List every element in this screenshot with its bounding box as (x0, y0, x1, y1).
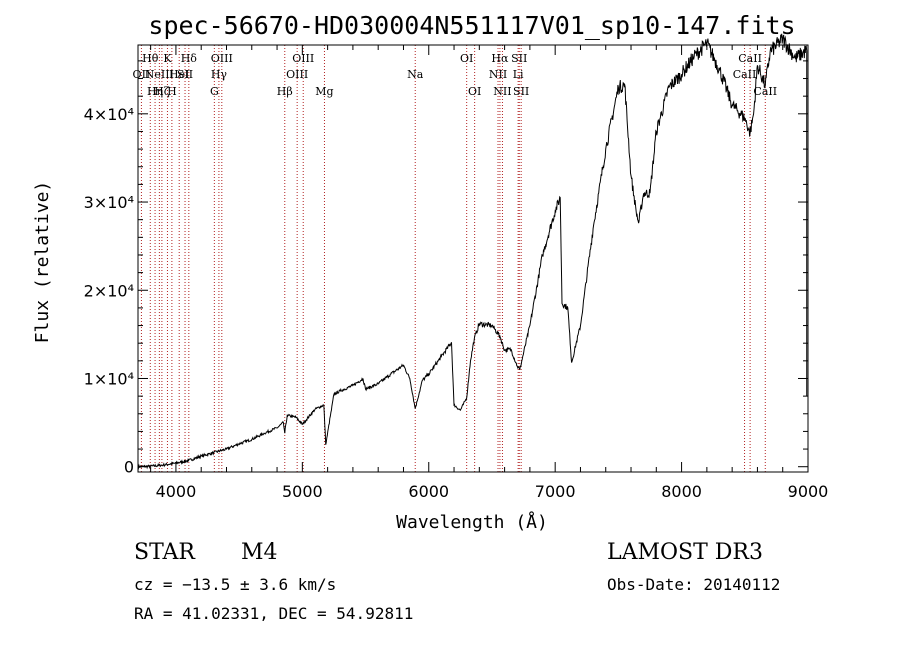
x-tick-label: 8000 (661, 482, 702, 501)
y-tick-label: 3×10⁴ (84, 193, 134, 212)
y-axis-label: Flux (relative) (32, 181, 53, 344)
x-tick-label: 5000 (282, 482, 323, 501)
spectral-line-label: Hη (147, 85, 163, 98)
spectral-line-label: Mg (315, 85, 333, 98)
spectrum-series (137, 33, 808, 470)
spectral-line-label: OII (133, 68, 151, 81)
spectral-line-label: Hθ (142, 52, 159, 65)
x-tick-label: 6000 (408, 482, 449, 501)
spectral-line-label: Hα (491, 52, 509, 65)
spectral-line-label: NeIII (145, 68, 174, 81)
spectral-line-label: OI (460, 52, 473, 65)
spectral-line-label: Hβ (277, 85, 293, 98)
spectral-line-label: Hζ (154, 85, 170, 98)
spectral-line-label: Na (407, 68, 424, 81)
redshift-text: cz = −13.5 ± 3.6 km/s (134, 575, 337, 594)
spectral-line-label: OI (468, 85, 481, 98)
spectral-line-label: OIII (292, 52, 314, 65)
spectral-line-label: OIII (211, 52, 233, 65)
spectral-line-label: CaII (733, 68, 757, 81)
x-tick-label: 4000 (156, 482, 197, 501)
x-tick-label: 7000 (535, 482, 576, 501)
spectral-line-label: NII (493, 85, 511, 98)
spectral-line-label: Li (513, 68, 524, 81)
obs-date: Obs-Date: 20140112 (607, 575, 781, 594)
spectral-line-label: SII (177, 68, 193, 81)
spectral-line-label: CaII (753, 85, 777, 98)
spectral-line-label: NII (489, 68, 507, 81)
spectral-line-label: Hγ (211, 68, 228, 81)
spectral-line-labels: OIIHθHηNeIIIHζKHHeISIIHδGHγOIIIHβOIIIOII… (133, 52, 778, 98)
x-tick-label: 9000 (788, 482, 829, 501)
spectral-line-label: H (167, 85, 177, 98)
y-axis: 0 1×10⁴ 2×10⁴ 3×10⁴ 4×10⁴ (84, 60, 808, 477)
y-tick-label: 0 (124, 458, 134, 477)
y-tick-label: 2×10⁴ (84, 281, 134, 300)
survey-name: LAMOST DR3 (607, 540, 763, 565)
spectral-line-label: G (210, 85, 219, 98)
spectral-line-label: SII (511, 52, 527, 65)
spectral-line-label: CaII (738, 52, 762, 65)
coordinates: RA = 41.02331, DEC = 54.92811 (134, 604, 414, 623)
chart-title: spec-56670-HD030004N551117V01_sp10-147.f… (148, 11, 795, 40)
spectral-line-label: SII (513, 85, 529, 98)
y-tick-label: 4×10⁴ (84, 105, 134, 124)
x-axis: 4000 5000 6000 7000 8000 9000 (150, 45, 829, 501)
object-subclass: M4 (241, 540, 278, 565)
spectral-line-label: K (163, 52, 172, 65)
y-tick-label: 1×10⁴ (84, 369, 134, 388)
plot-frame (137, 44, 809, 473)
spectral-line-markers (140, 45, 766, 472)
spectral-line-label: HeI (169, 68, 189, 81)
spectral-line-label: OIII (286, 68, 308, 81)
spectral-line-label: Hδ (181, 52, 198, 65)
object-class: STAR (134, 540, 195, 565)
x-axis-label: Wavelength (Å) (396, 511, 548, 533)
spectrum-line (137, 33, 808, 470)
